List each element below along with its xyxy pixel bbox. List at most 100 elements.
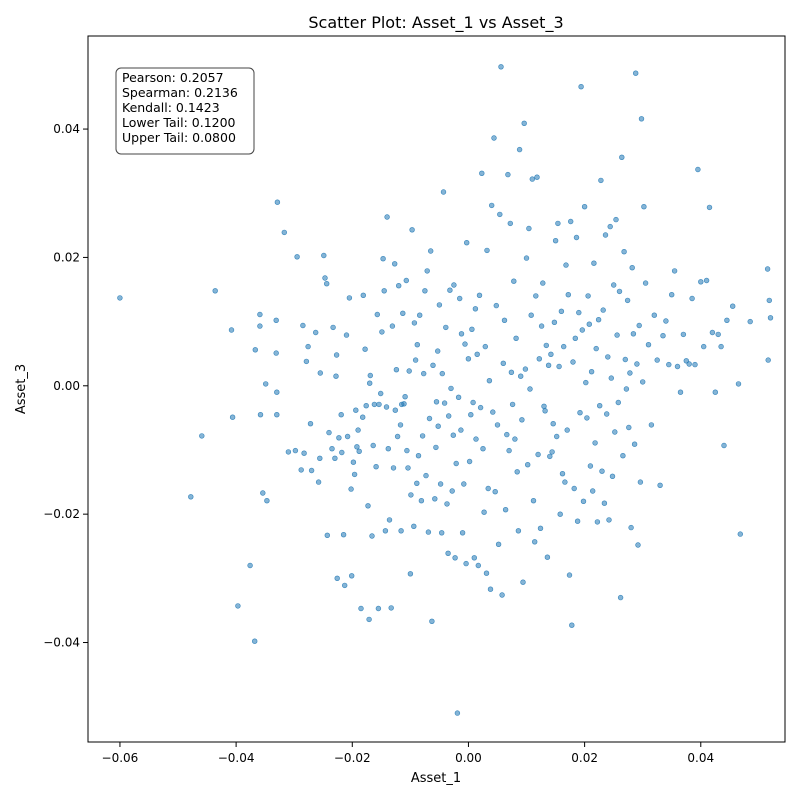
data-point <box>317 370 323 376</box>
data-point <box>437 481 444 487</box>
data-point <box>315 479 322 485</box>
data-point <box>470 399 476 406</box>
data-point <box>765 357 771 363</box>
data-point <box>735 381 742 387</box>
data-point <box>686 361 692 367</box>
data-point <box>421 370 427 377</box>
chart-title: Scatter Plot: Asset_1 vs Asset_3 <box>308 13 563 33</box>
data-point <box>623 386 630 392</box>
data-point <box>401 401 407 407</box>
data-point <box>406 368 412 374</box>
data-point <box>429 618 435 624</box>
data-point <box>767 315 774 321</box>
data-point <box>433 444 439 451</box>
stats-line: Kendall: 0.1423 <box>122 100 220 115</box>
x-axis: −0.06 −0.04 −0.02 0.00 0.02 0.04 <box>102 742 714 765</box>
data-point <box>545 362 552 368</box>
data-point <box>228 327 235 333</box>
data-point <box>444 501 450 507</box>
data-point <box>698 279 704 285</box>
data-point <box>273 350 279 356</box>
data-point <box>274 389 280 395</box>
data-point <box>553 433 560 440</box>
data-point <box>392 407 398 413</box>
data-point <box>465 356 472 362</box>
data-point <box>511 278 517 284</box>
data-point <box>612 429 618 435</box>
data-point <box>376 401 382 408</box>
data-point <box>247 562 253 569</box>
data-point <box>487 586 494 592</box>
data-point <box>367 372 373 379</box>
data-point <box>512 436 518 442</box>
data-point <box>605 354 611 360</box>
data-point <box>392 261 398 267</box>
data-point <box>419 433 426 439</box>
data-point <box>600 307 606 313</box>
data-point <box>607 223 613 230</box>
data-point <box>498 64 504 70</box>
data-point <box>450 432 456 438</box>
data-point <box>480 446 486 452</box>
data-point <box>521 120 527 127</box>
x-tick-label: 0.04 <box>687 751 714 765</box>
data-point <box>562 479 568 485</box>
data-point <box>668 292 675 298</box>
data-point <box>466 458 473 465</box>
data-point <box>322 275 328 281</box>
data-point <box>367 380 373 386</box>
data-point <box>624 297 631 304</box>
data-point <box>566 572 573 578</box>
x-axis-label: Asset_1 <box>411 771 461 786</box>
data-point <box>452 555 458 561</box>
data-point <box>381 288 387 294</box>
data-point <box>451 282 457 288</box>
data-point <box>692 361 698 368</box>
data-point <box>338 412 344 418</box>
data-point <box>330 324 336 331</box>
data-point <box>635 542 641 548</box>
y-axis-label: Asset_3 <box>14 364 29 414</box>
data-point <box>409 227 415 233</box>
data-point <box>502 507 509 513</box>
data-point <box>574 518 581 524</box>
data-point <box>634 361 640 367</box>
data-point <box>569 622 575 628</box>
data-point <box>508 369 515 375</box>
data-point <box>558 308 565 314</box>
data-point <box>378 390 384 397</box>
data-point <box>703 277 710 284</box>
data-point <box>373 464 379 470</box>
data-point <box>412 357 419 363</box>
data-point <box>601 500 608 506</box>
data-point <box>584 415 590 421</box>
data-point <box>457 295 463 302</box>
data-point <box>440 189 447 195</box>
data-point <box>468 412 474 418</box>
data-point <box>596 403 603 409</box>
data-point <box>405 465 411 471</box>
data-point <box>572 335 578 341</box>
data-point <box>609 473 616 479</box>
y-tick-label: −0.02 <box>43 507 80 521</box>
data-point <box>383 404 390 410</box>
data-point <box>380 256 386 262</box>
data-point <box>514 469 520 475</box>
x-tick-label: −0.04 <box>218 751 255 765</box>
data-point <box>362 346 368 352</box>
data-point <box>567 218 574 225</box>
data-point <box>471 555 477 561</box>
data-point <box>533 293 539 299</box>
data-point <box>613 216 619 223</box>
data-point <box>490 409 496 415</box>
data-point <box>579 327 585 333</box>
data-point <box>252 638 258 644</box>
data-point <box>371 401 378 408</box>
data-point <box>560 343 567 350</box>
data-point <box>400 310 406 316</box>
data-point <box>464 240 470 246</box>
data-point <box>500 360 506 366</box>
data-point <box>292 447 299 454</box>
data-point <box>403 277 409 284</box>
